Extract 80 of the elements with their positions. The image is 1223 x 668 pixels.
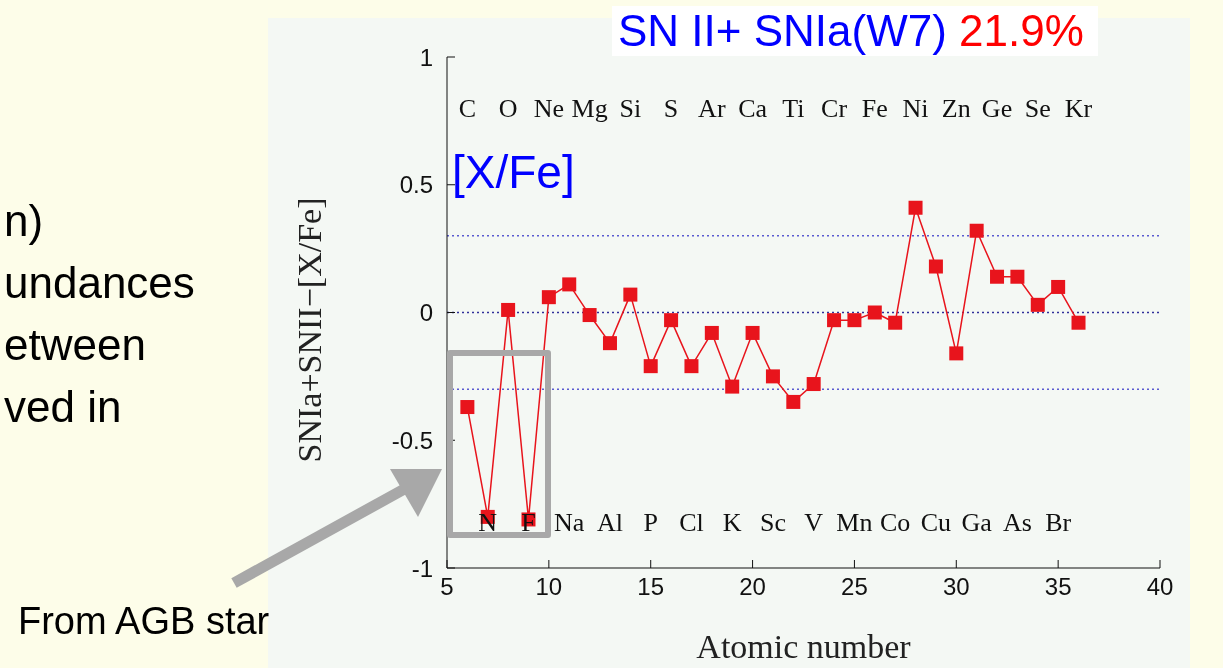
point xyxy=(501,302,516,317)
point xyxy=(562,277,577,292)
text: etween xyxy=(4,320,146,370)
annotation: Na xyxy=(554,508,585,538)
point xyxy=(847,313,862,328)
point xyxy=(725,379,740,394)
annotation: As xyxy=(1002,508,1032,538)
annotation: Mn xyxy=(836,508,873,538)
x-tick-label: 40 xyxy=(1146,573,1174,601)
annotation: Kr xyxy=(1064,94,1093,124)
annotation: Zn xyxy=(941,94,971,124)
annotation: Ti xyxy=(782,94,805,124)
annotation: Ga xyxy=(961,508,993,538)
x-tick-label: 30 xyxy=(942,573,970,601)
point xyxy=(765,369,780,384)
text: ved in xyxy=(4,382,122,432)
annotation: Co xyxy=(880,508,911,538)
annotation: Br xyxy=(1045,508,1072,538)
annotation: S xyxy=(663,94,679,124)
text: undances xyxy=(4,258,195,308)
annotation: P xyxy=(643,508,658,538)
annotation: O xyxy=(498,94,518,124)
y-tick-label: -0.5 xyxy=(391,426,433,454)
point xyxy=(969,223,984,238)
point xyxy=(908,200,923,215)
annotation: Ca xyxy=(738,94,768,124)
x-tick-label: 20 xyxy=(739,573,766,601)
point xyxy=(623,287,638,302)
annotation: C xyxy=(458,94,477,124)
annotation: Cl xyxy=(679,508,704,538)
x-tick-label: 35 xyxy=(1044,573,1072,601)
annotation: Cr xyxy=(821,94,848,124)
annotation: Ar xyxy=(698,94,726,124)
point xyxy=(867,305,882,320)
text: From AGB star xyxy=(18,600,270,643)
x-tick-label: 25 xyxy=(841,573,868,601)
annotation: [X/Fe] xyxy=(452,145,575,199)
point xyxy=(928,259,943,274)
y-tick-label: 0 xyxy=(419,299,433,327)
point xyxy=(1010,269,1025,284)
point xyxy=(949,346,964,361)
point xyxy=(745,325,760,340)
point xyxy=(664,313,679,328)
annotation: Si xyxy=(619,94,642,124)
x-tick-label: 5 xyxy=(440,573,454,601)
text: n) xyxy=(4,196,44,246)
annotation: Ge xyxy=(981,94,1013,124)
point xyxy=(786,394,801,409)
point xyxy=(1071,315,1086,330)
annotation: V xyxy=(804,508,824,538)
point xyxy=(643,359,658,374)
annotation: Mg xyxy=(571,94,608,124)
point xyxy=(888,315,903,330)
point xyxy=(541,290,556,305)
x-axis-title: Atomic number xyxy=(695,628,912,666)
x-tick-label: 15 xyxy=(637,573,665,601)
point xyxy=(990,269,1005,284)
annotation: Se xyxy=(1024,94,1051,124)
x-tick-label: 10 xyxy=(535,573,563,601)
annotation: Ne xyxy=(533,94,565,124)
point xyxy=(1051,279,1066,294)
annotation: Fe xyxy=(861,94,888,124)
point xyxy=(684,359,699,374)
annotation: Ni xyxy=(902,94,929,124)
point xyxy=(602,336,617,351)
y-axis-title: SNIa+SNII−[X/Fe] xyxy=(291,197,329,463)
annotation: Cu xyxy=(920,508,952,538)
point xyxy=(704,325,719,340)
y-tick-label: 0.5 xyxy=(399,171,433,199)
chart-title: SN II+ SNIa(W7) 21.9% xyxy=(618,6,1084,55)
y-tick-label: -1 xyxy=(411,554,433,582)
y-tick-label: 1 xyxy=(419,43,433,71)
annotation: Sc xyxy=(759,508,786,538)
point xyxy=(827,313,842,328)
point xyxy=(806,377,821,392)
annotation: K xyxy=(722,508,742,538)
point xyxy=(582,308,597,323)
point xyxy=(460,400,475,415)
point xyxy=(1030,297,1045,312)
annotation: Al xyxy=(596,508,623,538)
